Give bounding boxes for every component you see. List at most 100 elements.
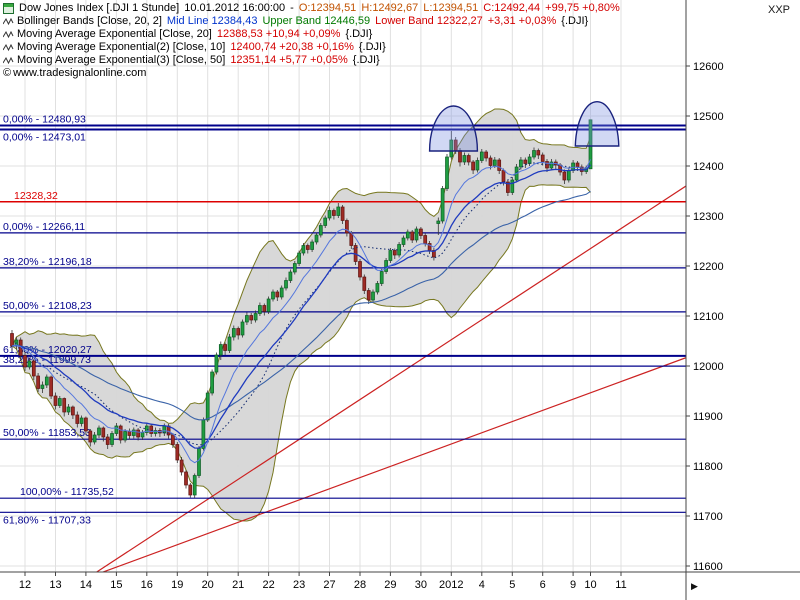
candle-body (123, 431, 127, 441)
time-axis[interactable]: 12 13 14 15 16 19 20 21 22 23 27 28 29 30 2012 4 5 6 9 10 11… (19, 572, 698, 591)
ema20-name: Moving Average Exponential [Close, 20] (17, 28, 212, 40)
candle-body (384, 260, 388, 272)
price-axis-label: 11800 (693, 461, 723, 473)
candle-body (314, 234, 319, 243)
candle-body (492, 159, 497, 166)
chart-window-icon (3, 3, 14, 14)
legend-copyright-row: © www.tradesignalonline.com (3, 67, 625, 80)
time-axis-label: 28 (354, 579, 366, 591)
legend-instrument-row[interactable]: Dow Jones Index [.DJI 1 Stunde] 10.01.20… (3, 2, 625, 15)
candle-body (179, 459, 184, 473)
candle-body (97, 427, 101, 436)
price-axis-label: 12200 (693, 261, 724, 273)
candle-body (540, 154, 545, 162)
bollinger-mid-line (11, 162, 591, 446)
ema20-value: 12388,53 +10,94 +0,09% (216, 28, 341, 40)
legend-ema20-row[interactable]: Moving Average Exponential [Close, 20] 1… (3, 28, 625, 41)
arc-annotation[interactable] (428, 105, 479, 152)
candle-body (562, 171, 567, 181)
plot-area[interactable]: 0,00% - 12480,93 0,00% - 12473,01 12328,32… (0, 101, 691, 600)
candle-body (375, 283, 380, 293)
time-axis-label: 30 (415, 579, 427, 591)
time-axis-label: 16 (141, 579, 153, 591)
candle-body (171, 434, 175, 445)
ema50-name: Moving Average Exponential(3) [Close, 50… (17, 54, 226, 66)
ema50-value: 12351,14 +5,77 +0,05% (230, 54, 348, 66)
ema10-symbol: {.DJI} (358, 41, 386, 53)
ema50-symbol: {.DJI} (352, 54, 380, 66)
ema10-name: Moving Average Exponential(2) [Close, 10… (17, 41, 226, 53)
candle-body (501, 170, 506, 183)
candle-body (323, 217, 328, 226)
candle-body (140, 432, 145, 438)
fib-level-label: 0,00% - 12473,01 (3, 132, 86, 144)
time-axis-label: 5 (509, 579, 515, 591)
fib-level-label: 0,00% - 12266,11 (3, 221, 85, 233)
time-axis-label: 19 (171, 579, 183, 591)
time-axis-label: 29 (384, 579, 396, 591)
candle-body (436, 220, 441, 224)
candle-body (523, 159, 528, 164)
candle-body (445, 156, 449, 189)
candle-body (362, 276, 367, 291)
candle-body (223, 344, 227, 351)
legend-bollinger-row[interactable]: Bollinger Bands [Close, 20, 2] Mid Line … (3, 15, 625, 28)
candle-body (101, 427, 106, 438)
time-axis-label: 23 (293, 579, 305, 591)
time-axis-label: 9 (570, 579, 576, 591)
candle-body (271, 291, 275, 300)
bollinger-upper-line (11, 108, 591, 424)
time-axis-label: 15 (110, 579, 122, 591)
candle-body (388, 250, 393, 261)
candle-body (149, 425, 154, 434)
time-axis-label: 20 (202, 579, 214, 591)
arc-annotation[interactable] (574, 101, 620, 147)
candle-body (205, 392, 210, 421)
price-axis-label: 11900 (693, 411, 723, 423)
candle-body (506, 181, 510, 193)
fib-level-label: 100,00% - 11735,52 (20, 486, 114, 498)
legend-ema50-row[interactable]: Moving Average Exponential(3) [Close, 50… (3, 54, 625, 67)
scroll-end-arrow-icon[interactable]: ▶ (691, 581, 698, 591)
change-value: +99,75 +0,80% (545, 2, 620, 14)
fib-level-label: 12328,32 (14, 190, 58, 202)
candle-body (27, 360, 32, 368)
time-axis-label: 13 (49, 579, 61, 591)
candle-body (345, 220, 349, 234)
bollinger-lower: Lower Band 12322,27 (375, 15, 483, 27)
trendline[interactable] (12, 356, 691, 600)
candle-body (301, 245, 306, 254)
candle-body (253, 313, 258, 321)
candle-body (440, 188, 445, 222)
price-axis[interactable]: 12600 12500 12400 12300 12200 12100 12000 11900… (686, 61, 724, 573)
candle-body (340, 206, 345, 221)
candle-body (53, 395, 58, 406)
candle-body (266, 298, 271, 312)
time-axis-label: 11 (615, 579, 626, 591)
candle-body (44, 376, 49, 386)
price-axis-label: 11600 (693, 561, 723, 573)
trendline[interactable] (12, 183, 691, 600)
candle-body (292, 263, 297, 273)
candle-body (62, 398, 67, 413)
candle-body (66, 406, 71, 413)
candle-body (249, 315, 254, 321)
candle-body (197, 448, 201, 476)
candle-body (536, 150, 541, 156)
time-axis-label: 21 (232, 579, 244, 591)
legend-ema10-row[interactable]: Moving Average Exponential(2) [Close, 10… (3, 41, 625, 54)
candle-body (405, 231, 410, 239)
ema20-symbol: {.DJI} (345, 28, 373, 40)
open-value: O:12394,51 (298, 2, 357, 14)
time-axis-label: 27 (323, 579, 335, 591)
candle-body (297, 252, 301, 264)
candle-body (327, 210, 332, 219)
bollinger-change: +3,31 +0,03% (487, 15, 557, 27)
candle-body (57, 398, 62, 406)
price-axis-label: 11700 (693, 511, 723, 523)
candle-body (318, 225, 323, 236)
time-axis-label: 6 (540, 579, 546, 591)
candle-body (75, 414, 80, 424)
